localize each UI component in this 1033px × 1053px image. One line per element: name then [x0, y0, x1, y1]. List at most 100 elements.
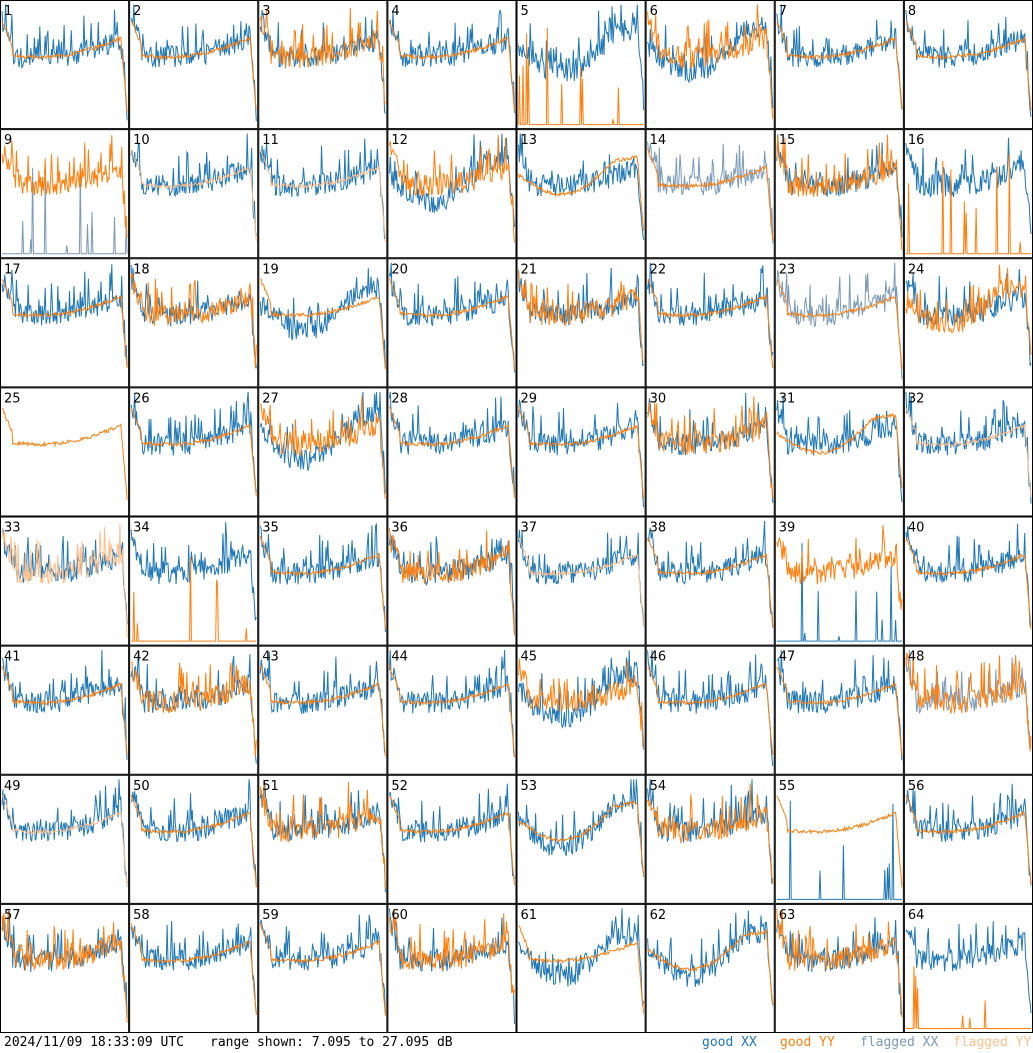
- panel-2-label: 2: [133, 4, 141, 19]
- panel-3: 3: [258, 0, 388, 130]
- panel-55: 55: [774, 774, 904, 904]
- panel-55-label: 55: [779, 779, 796, 794]
- panel-30-frame: [645, 387, 775, 517]
- panel-50-label: 50: [133, 779, 150, 794]
- panel-32-frame: [903, 387, 1033, 517]
- panel-62-label: 62: [650, 908, 667, 923]
- panel-63: 63: [774, 903, 904, 1033]
- panel-56-label: 56: [908, 779, 925, 794]
- panel-58-yy-line: [130, 923, 257, 1016]
- panel-51: 51: [258, 774, 388, 904]
- panel-23-frame: [774, 258, 904, 388]
- panel-31-frame: [774, 387, 904, 517]
- panel-42-frame: [129, 645, 259, 775]
- panel-3-frame: [258, 0, 388, 130]
- panel-52-xx-line: [388, 783, 515, 880]
- panel-45: 45: [516, 645, 646, 775]
- panel-39-xx-line: [776, 543, 902, 642]
- panel-30: 30: [645, 387, 775, 517]
- panel-6-yy-line: [647, 4, 774, 119]
- panel-62-yy-line: [647, 928, 774, 1006]
- panel-26-label: 26: [133, 391, 150, 406]
- panel-36-label: 36: [391, 521, 408, 536]
- panel-33-yy-line: [1, 523, 128, 638]
- panel-17: 17: [0, 258, 130, 388]
- panel-53: 53: [516, 774, 646, 904]
- panel-2-yy-line: [130, 20, 257, 110]
- panel-25-yy-line: [1, 407, 128, 500]
- panel-36-xx-line: [388, 532, 515, 636]
- panel-17-yy-line: [1, 279, 128, 369]
- panel-28: 28: [387, 387, 517, 517]
- panel-11-yy-line: [259, 149, 386, 242]
- panel-45-frame: [516, 645, 646, 775]
- panel-59-xx-line: [259, 914, 386, 1015]
- panel-15-label: 15: [779, 133, 796, 148]
- panel-31-label: 31: [779, 391, 796, 406]
- panel-22-yy-line: [647, 278, 774, 369]
- panel-47-frame: [774, 645, 904, 775]
- panel-59-yy-line: [259, 922, 386, 1016]
- panel-46-label: 46: [650, 650, 667, 665]
- panel-45-label: 45: [521, 650, 538, 665]
- panel-22-frame: [645, 258, 775, 388]
- panel-10-xx-line: [130, 133, 257, 236]
- panel-55-xx-line: [776, 800, 902, 901]
- panel-12-yy-line: [388, 134, 515, 243]
- panel-18-yy-line: [130, 272, 257, 369]
- panel-32-label: 32: [908, 391, 925, 406]
- panel-44-label: 44: [391, 650, 408, 665]
- panel-26-yy-line: [130, 407, 257, 497]
- panel-50-xx-line: [130, 779, 257, 887]
- range-shown: range shown: 7.095 to 27.095 dB: [210, 1035, 453, 1050]
- panel-29-yy-line: [518, 406, 645, 499]
- legend-good-yy: good YY: [780, 1035, 835, 1050]
- panel-30-label: 30: [650, 391, 667, 406]
- panel-38-xx-line: [647, 520, 774, 628]
- panel-51-yy-line: [259, 779, 386, 889]
- panel-27-xx-line: [259, 391, 386, 494]
- panel-7-label: 7: [779, 4, 787, 19]
- panel-5: 5: [516, 0, 646, 130]
- panel-19: 19: [258, 258, 388, 388]
- panel-32-yy-line: [905, 408, 1032, 498]
- panel-38: 38: [645, 516, 775, 646]
- panel-46-xx-line: [647, 650, 774, 766]
- panel-49: 49: [0, 774, 130, 904]
- legend-flagged-xx: flagged XX: [860, 1035, 939, 1050]
- panel-10-frame: [129, 129, 259, 259]
- panel-49-xx-line: [1, 779, 128, 887]
- panel-48-xx-line: [905, 650, 1032, 748]
- panel-21: 21: [516, 258, 646, 388]
- panel-20-xx-line: [388, 262, 515, 373]
- panel-23-label: 23: [779, 262, 796, 277]
- panel-44-xx-line: [388, 650, 515, 758]
- panel-27-yy-line: [259, 395, 386, 499]
- panel-53-yy-line: [518, 800, 645, 878]
- panel-12-label: 12: [391, 133, 408, 148]
- panel-11-frame: [258, 129, 388, 259]
- panel-53-frame: [516, 774, 646, 904]
- panel-5-frame: [516, 0, 646, 130]
- panel-16-label: 16: [908, 133, 925, 148]
- panel-33-label: 33: [4, 521, 21, 536]
- panel-13: 13: [516, 129, 646, 259]
- panel-39-frame: [774, 516, 904, 646]
- panel-58: 58: [129, 903, 259, 1033]
- panel-34-frame: [129, 516, 259, 646]
- panel-60-yy-line: [388, 908, 515, 996]
- panel-30-yy-line: [647, 396, 774, 499]
- panel-47: 47: [774, 645, 904, 775]
- panel-14-frame: [645, 129, 775, 259]
- panel-62: 62: [645, 903, 775, 1033]
- panel-47-xx-line: [776, 650, 903, 761]
- panel-43-yy-line: [259, 664, 386, 757]
- panel-25-frame: [0, 387, 130, 517]
- panel-24-yy-line: [905, 264, 1032, 355]
- panel-37-frame: [516, 516, 646, 646]
- panel-32: 32: [903, 387, 1033, 517]
- panel-20: 20: [387, 258, 517, 388]
- panel-28-label: 28: [391, 391, 408, 406]
- panel-12: 12: [387, 129, 517, 259]
- panel-56-frame: [903, 774, 1033, 904]
